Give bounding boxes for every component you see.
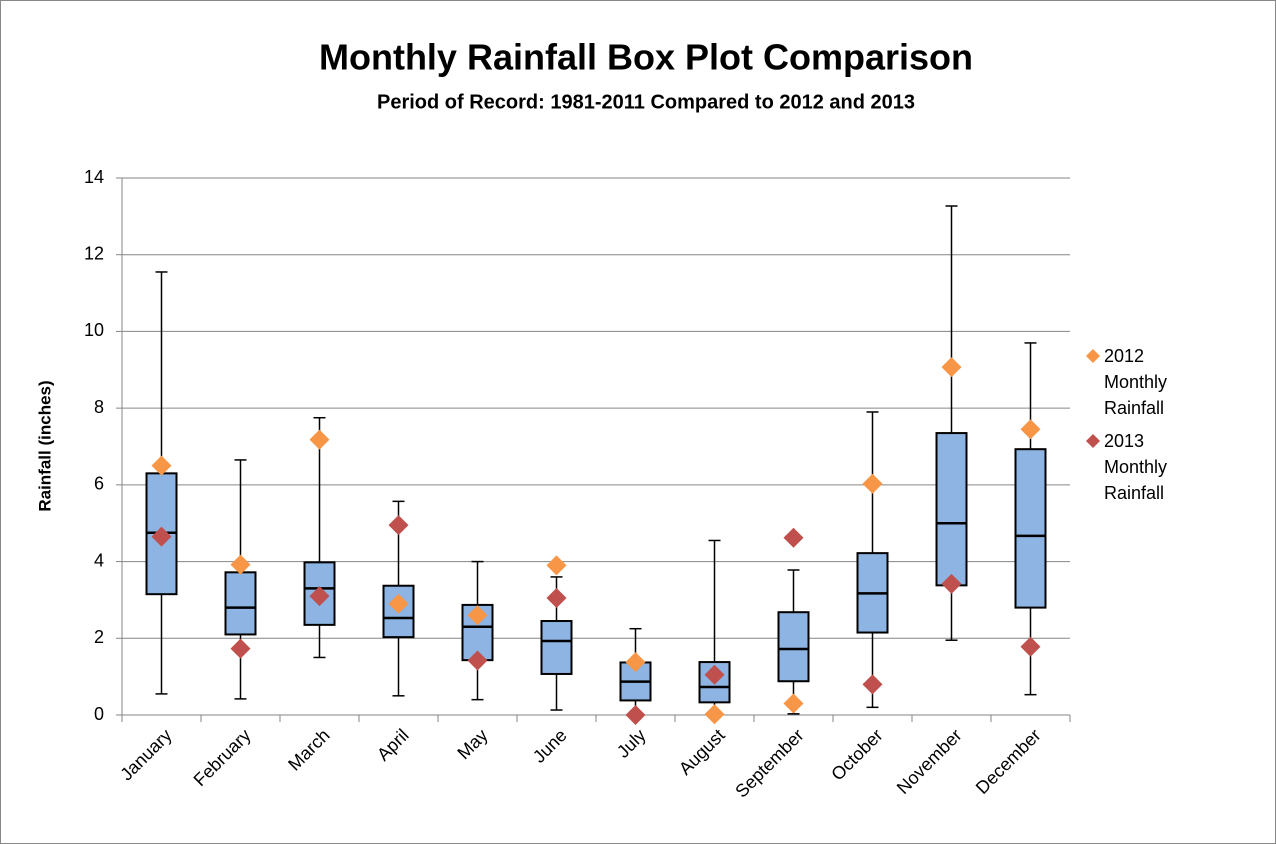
marker: [546, 588, 567, 609]
marker: [783, 527, 804, 548]
marker: [151, 526, 172, 547]
marker: [941, 357, 962, 378]
marker: [546, 555, 567, 576]
y-tick-label: 8: [94, 397, 104, 417]
marker: [151, 455, 172, 476]
marker: [230, 638, 251, 659]
legend-label: 2013 Monthly Rainfall: [1104, 431, 1168, 503]
marker: [1020, 636, 1041, 657]
marker: [783, 693, 804, 714]
legend-label: 2012 Monthly Rainfall: [1104, 346, 1168, 418]
chart-title: Monthly Rainfall Box Plot Comparison: [319, 37, 973, 78]
legend-marker: [1086, 434, 1100, 448]
y-tick-label: 10: [84, 320, 104, 340]
marker: [230, 554, 251, 575]
marker: [704, 664, 725, 685]
y-tick-label: 14: [84, 167, 104, 187]
marker: [704, 704, 725, 725]
marker: [467, 650, 488, 671]
y-tick-label: 4: [94, 550, 104, 570]
marker: [1020, 419, 1041, 440]
y-axis-label: Rainfall (inches): [35, 380, 54, 511]
y-tick-label: 2: [94, 627, 104, 647]
marker: [941, 573, 962, 594]
marker: [309, 586, 330, 607]
box: [224, 571, 257, 636]
marker: [625, 652, 646, 673]
box: [777, 611, 810, 683]
box: [935, 432, 968, 587]
marker: [862, 473, 883, 494]
y-tick-label: 6: [94, 474, 104, 494]
marker: [862, 674, 883, 695]
marker: [625, 705, 646, 725]
y-tick-label: 12: [84, 243, 104, 263]
y-tick-label: 0: [94, 704, 104, 724]
box: [1014, 448, 1047, 609]
marker: [388, 593, 409, 614]
marker: [467, 605, 488, 626]
chart-subtitle: Period of Record: 1981-2011 Compared to …: [377, 91, 915, 113]
box: [540, 620, 573, 675]
legend-marker: [1086, 349, 1100, 363]
marker: [309, 429, 330, 450]
marker: [388, 515, 409, 536]
